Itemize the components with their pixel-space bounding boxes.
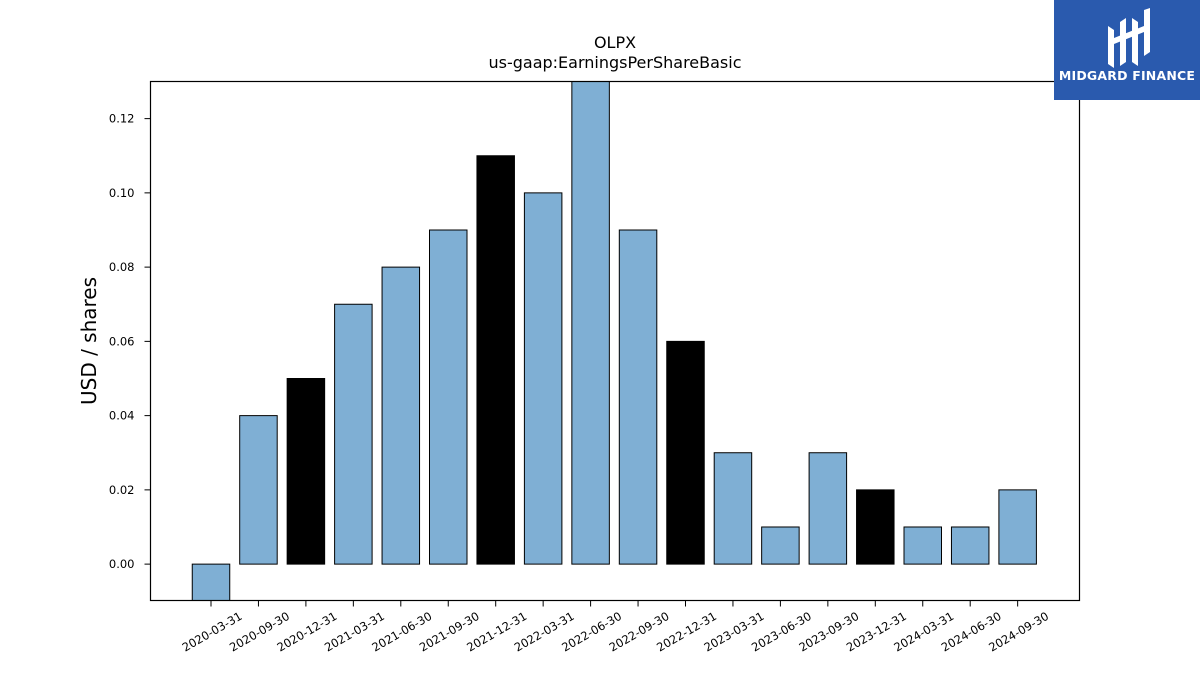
- bar-2020-09-30: [239, 415, 278, 565]
- y-tick-label: 0.04: [109, 409, 135, 423]
- chart-subtitle: us-gaap:EarningsPerShareBasic: [488, 53, 741, 72]
- y-tick-label: 0.10: [109, 186, 135, 200]
- bar-2022-12-31: [666, 340, 705, 565]
- y-tick-label: 0.12: [109, 112, 135, 126]
- bar-2020-03-31: [191, 563, 231, 601]
- y-tick-label: 0.06: [109, 334, 135, 348]
- bar-2022-03-31: [523, 192, 563, 565]
- y-tick-label: 0.08: [109, 260, 135, 274]
- bar-2021-09-30: [429, 229, 468, 565]
- bar-2022-06-30: [571, 81, 610, 565]
- y-tick-label: 0.02: [109, 483, 135, 497]
- bar-2023-12-31: [856, 489, 895, 565]
- x-ticks: 2020-03-312020-09-302020-12-312021-03-31…: [180, 600, 1051, 655]
- bar-2023-03-31: [713, 452, 753, 565]
- bar-2022-09-30: [618, 229, 658, 565]
- bar-2021-06-30: [381, 266, 421, 565]
- bar-2023-06-30: [761, 526, 800, 565]
- brand-logo: MIDGARD FINANCE: [1054, 0, 1200, 100]
- bar-2024-03-31: [903, 526, 942, 565]
- bar-2024-06-30: [950, 526, 990, 565]
- brand-logo-text: MIDGARD FINANCE: [1058, 68, 1196, 83]
- bar-2021-03-31: [334, 303, 373, 565]
- bar-2023-09-30: [808, 452, 848, 565]
- y-ticks: 0.00 0.02 0.04 0.06 0.08 0.10 0.12: [109, 112, 151, 571]
- chart-title: OLPX: [594, 33, 636, 52]
- y-tick-label: 0.00: [109, 557, 135, 571]
- bar-2024-09-30: [998, 489, 1037, 565]
- bars-group: [191, 81, 1037, 601]
- brand-mark-icon: [1108, 8, 1150, 68]
- bar-2021-12-31: [476, 155, 515, 565]
- bar-2020-12-31: [286, 378, 326, 565]
- plot-frame: [149, 80, 1081, 602]
- y-axis-label: USD / shares: [77, 277, 101, 405]
